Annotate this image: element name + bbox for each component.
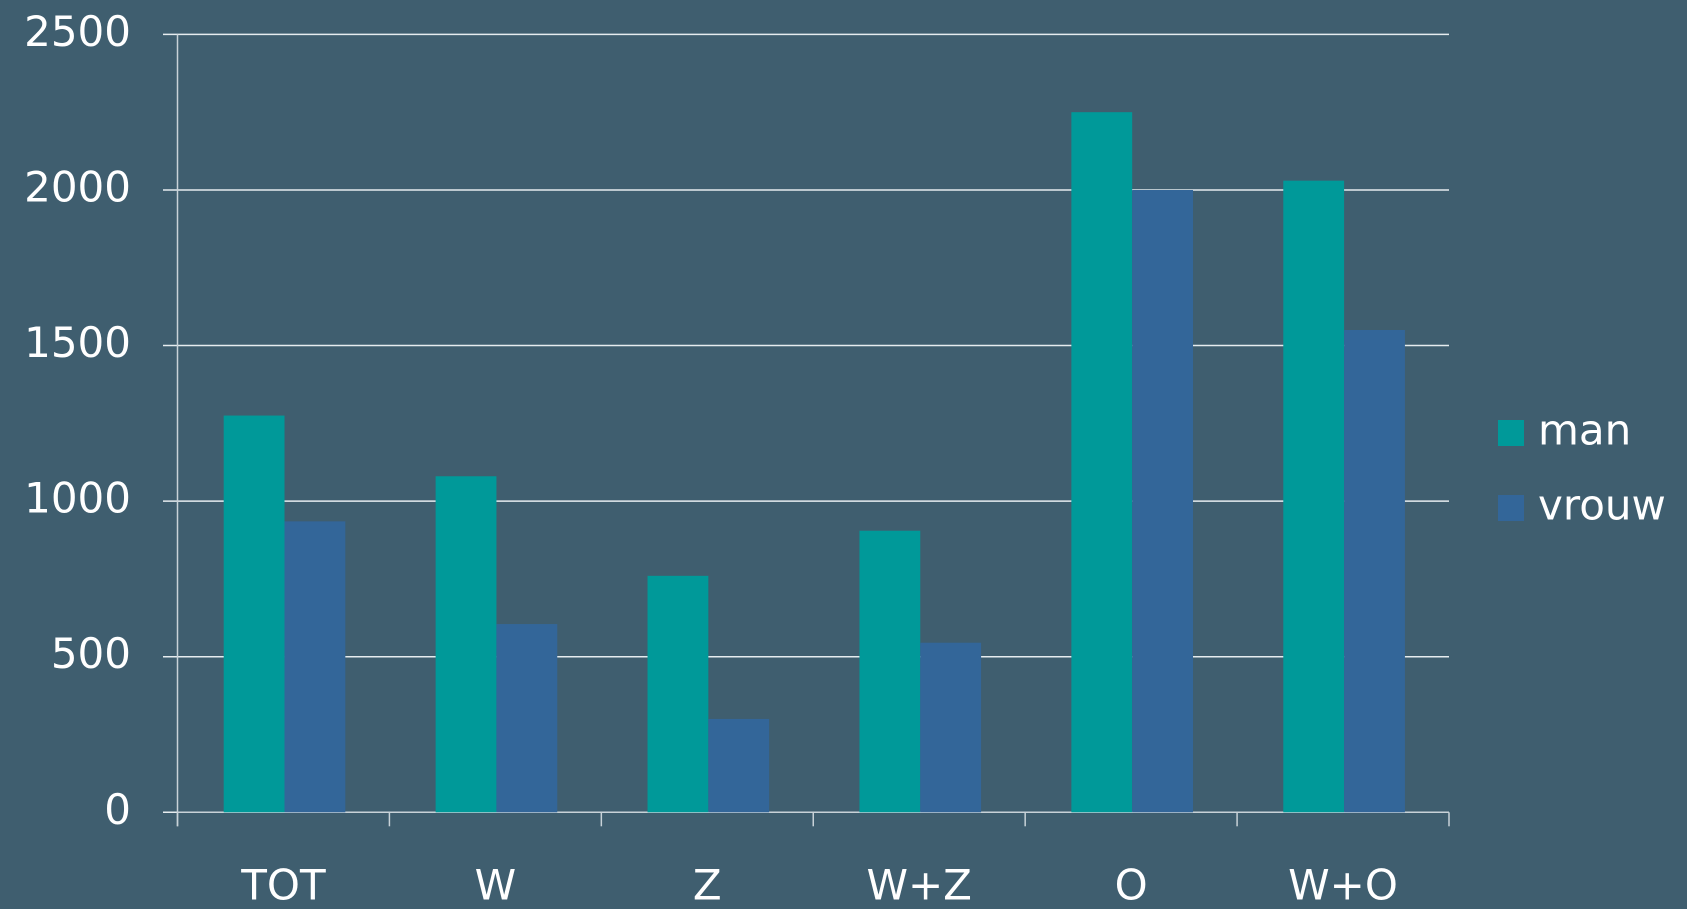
y-tick-label: 0 [104, 785, 131, 834]
bar [1283, 180, 1345, 813]
bar [1071, 112, 1133, 813]
y-tick-label: 1000 [24, 474, 131, 523]
y-tick-label: 2500 [24, 7, 131, 56]
legend-label: vrouw [1538, 481, 1666, 530]
bar [284, 521, 346, 813]
bar [647, 575, 709, 813]
x-tick-label: W [475, 861, 517, 909]
bar [1344, 330, 1405, 813]
bar [435, 476, 497, 813]
y-tick-label: 2000 [24, 162, 131, 211]
x-tick-label: Z [693, 861, 722, 909]
bar [496, 624, 558, 813]
legend-swatch [1498, 420, 1524, 446]
x-tick-label: W+Z [866, 861, 972, 909]
y-tick-label: 1500 [24, 318, 131, 367]
legend-swatch [1498, 495, 1524, 521]
bar [223, 415, 285, 813]
bar [859, 530, 921, 813]
x-tick-label: W+O [1288, 861, 1398, 909]
legend-label: man [1538, 406, 1631, 455]
y-tick-label: 500 [51, 629, 131, 678]
bar [920, 642, 982, 813]
bar [1132, 189, 1194, 813]
x-tick-label: O [1115, 861, 1148, 909]
bar [708, 718, 770, 813]
x-tick-label: TOT [240, 861, 326, 909]
